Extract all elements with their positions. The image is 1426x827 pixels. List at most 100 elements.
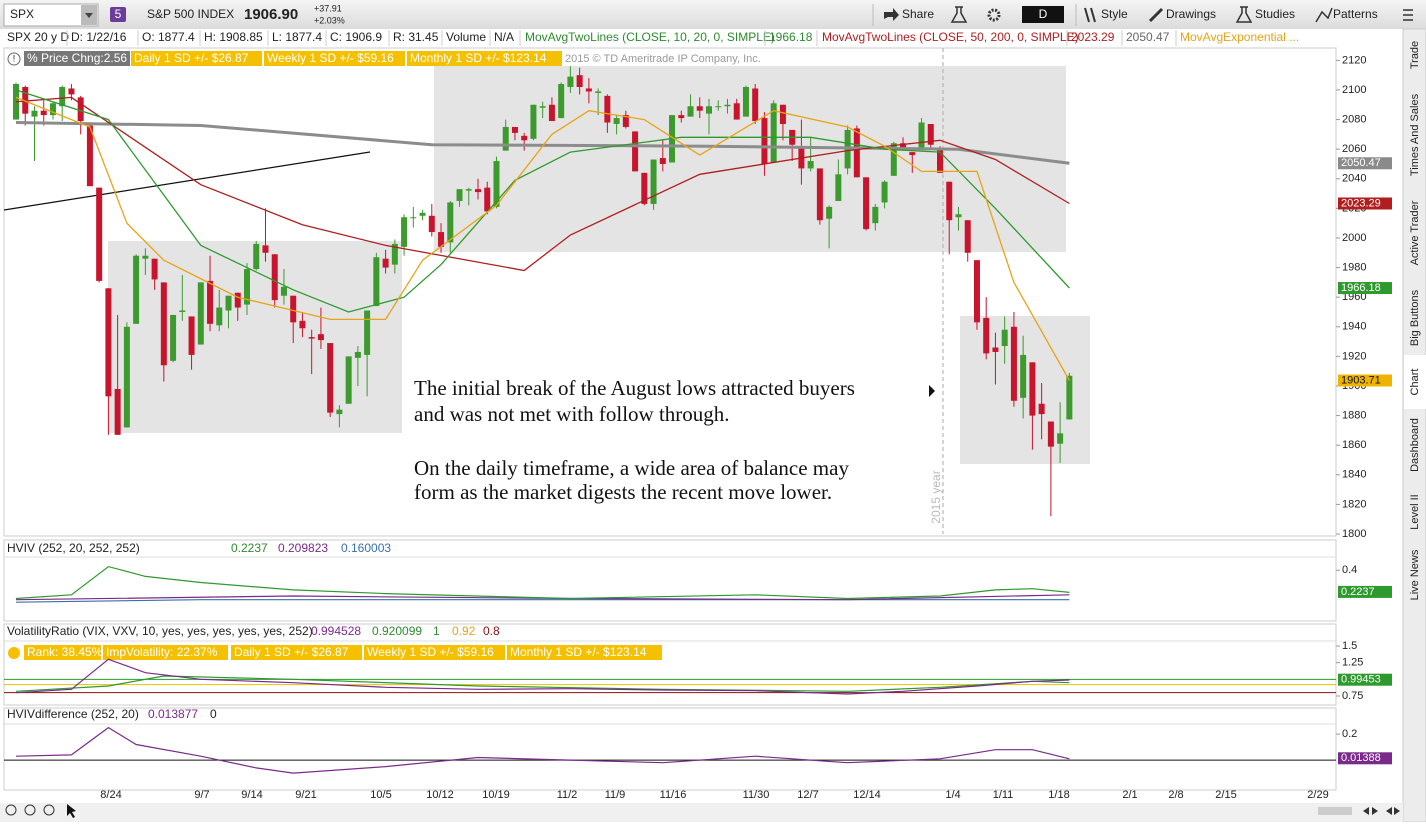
timeframe-button[interactable] xyxy=(1022,6,1064,23)
bubble-text: Daily 1 SD +/- $26.87 xyxy=(134,51,249,65)
candle-body xyxy=(484,187,491,212)
toolbar xyxy=(0,0,1426,29)
candle-body xyxy=(179,310,186,312)
flask-button[interactable] xyxy=(950,6,968,23)
candle-body xyxy=(558,84,565,119)
sidebar-tab[interactable]: Level II xyxy=(1409,494,1421,529)
zoom-in-button[interactable] xyxy=(24,804,36,816)
candle-body xyxy=(1047,421,1054,447)
candle-body xyxy=(160,282,167,366)
bubble xyxy=(364,645,505,660)
study-value: 0.92 xyxy=(452,624,476,638)
candle-body xyxy=(909,152,916,156)
sidebar-tab[interactable]: Live News xyxy=(1409,549,1421,600)
candle-body xyxy=(826,206,833,219)
crosshair-button[interactable] xyxy=(5,804,17,816)
drawings-button[interactable]: Drawings xyxy=(1166,7,1216,21)
candle-body xyxy=(49,103,56,116)
sidebar-tab[interactable]: Big Buttons xyxy=(1409,289,1421,346)
x-tick-label: 2/29 xyxy=(1307,789,1328,801)
studies-button[interactable]: Studies xyxy=(1255,7,1295,21)
candle-body xyxy=(77,97,84,122)
candle-body xyxy=(502,126,509,151)
candle-body xyxy=(632,131,639,172)
candle-body xyxy=(207,280,214,324)
study-pane[interactable] xyxy=(3,707,1337,791)
sidebar-tab[interactable]: Dashboard xyxy=(1409,418,1421,472)
study-pane[interactable] xyxy=(3,539,1337,622)
candle-body xyxy=(188,316,195,355)
bubble xyxy=(24,51,130,66)
study-pane[interactable] xyxy=(3,623,1337,706)
style-button[interactable]: Style xyxy=(1101,7,1128,21)
patterns-icon xyxy=(1315,7,1333,23)
info-low: L: 1877.4 xyxy=(272,30,322,44)
timeframe-text: D xyxy=(1039,7,1048,21)
candle-body xyxy=(1038,403,1045,415)
candle-body xyxy=(308,337,315,339)
info-open: O: 1877.4 xyxy=(142,30,195,44)
pointer-button[interactable] xyxy=(67,804,76,818)
link-badge[interactable] xyxy=(110,7,126,22)
price-marker xyxy=(1338,282,1392,295)
info-separators xyxy=(66,30,1177,46)
y-tick-label: 2080 xyxy=(1342,113,1366,125)
candle-body xyxy=(438,232,445,247)
badge-text: 5 xyxy=(115,7,122,21)
study-line xyxy=(15,675,1070,692)
candle-body xyxy=(770,103,777,163)
y-tick-label: 1820 xyxy=(1342,498,1366,510)
symbol: SPX xyxy=(10,7,34,21)
candle-body xyxy=(937,149,943,173)
study-value: 0.160003 xyxy=(341,541,391,555)
sidebar-tab[interactable]: Chart xyxy=(1409,369,1421,396)
info-volume-label: Volume xyxy=(446,30,486,44)
annotation-arrow xyxy=(929,385,935,397)
price-marker-label: 2023.29 xyxy=(1341,197,1381,209)
sidebar-tab[interactable]: Active Trader xyxy=(1409,200,1421,265)
info-icon[interactable] xyxy=(7,52,21,66)
candle-body xyxy=(493,161,500,207)
candle-body xyxy=(114,388,121,435)
sidebar-tab[interactable]: Times And Sales xyxy=(1409,93,1421,176)
y-tick-label: 1840 xyxy=(1342,469,1366,481)
studies-icon xyxy=(1235,6,1253,23)
share-button[interactable]: Share xyxy=(902,7,934,21)
info-close: C: 1906.9 xyxy=(330,30,382,44)
x-tick-label: 10/19 xyxy=(482,789,510,801)
candle-body xyxy=(530,104,537,139)
study-value: 1966.18 xyxy=(769,30,813,44)
menu-button[interactable] xyxy=(1403,9,1413,21)
x-tick-label: 9/7 xyxy=(194,789,209,801)
study-value: 1 xyxy=(433,624,440,638)
zoom-out-button[interactable] xyxy=(43,804,55,816)
settings-button[interactable] xyxy=(987,8,1001,22)
bubble-text: Weekly 1 SD +/- $59.16 xyxy=(267,51,394,65)
scrollbar[interactable] xyxy=(1318,807,1352,815)
candle-body xyxy=(345,356,352,404)
candle-body xyxy=(40,110,47,116)
x-tick-label: 11/9 xyxy=(605,789,626,801)
candle-body xyxy=(428,215,435,233)
pct-change: +2.03% xyxy=(314,15,345,25)
study-name: VolatilityRatio (VIX, VXV, 10, yes, yes,… xyxy=(7,624,313,638)
candle-body xyxy=(133,255,140,324)
scroll-buttons[interactable] xyxy=(1363,807,1400,815)
x-tick-label: 9/14 xyxy=(241,789,262,801)
candle-body xyxy=(262,245,269,253)
y-tick-label: 1920 xyxy=(1342,350,1366,362)
patterns-button[interactable]: Patterns xyxy=(1333,7,1378,21)
plot xyxy=(13,66,1073,517)
study-line xyxy=(15,726,1070,774)
symbol-input[interactable] xyxy=(3,3,99,27)
sidebar-tab[interactable]: Trade xyxy=(1409,41,1421,69)
x-tick-label: 9/21 xyxy=(295,789,316,801)
study-name: MovAvgExponential ... xyxy=(1180,30,1299,44)
annotation: The initial break of the August lows att… xyxy=(414,376,855,400)
price-marker xyxy=(1338,585,1392,598)
candle-body xyxy=(317,334,324,341)
info-icon[interactable] xyxy=(8,647,20,659)
candle-body xyxy=(585,88,592,92)
price-marker-label: 0.99453 xyxy=(1341,674,1381,686)
